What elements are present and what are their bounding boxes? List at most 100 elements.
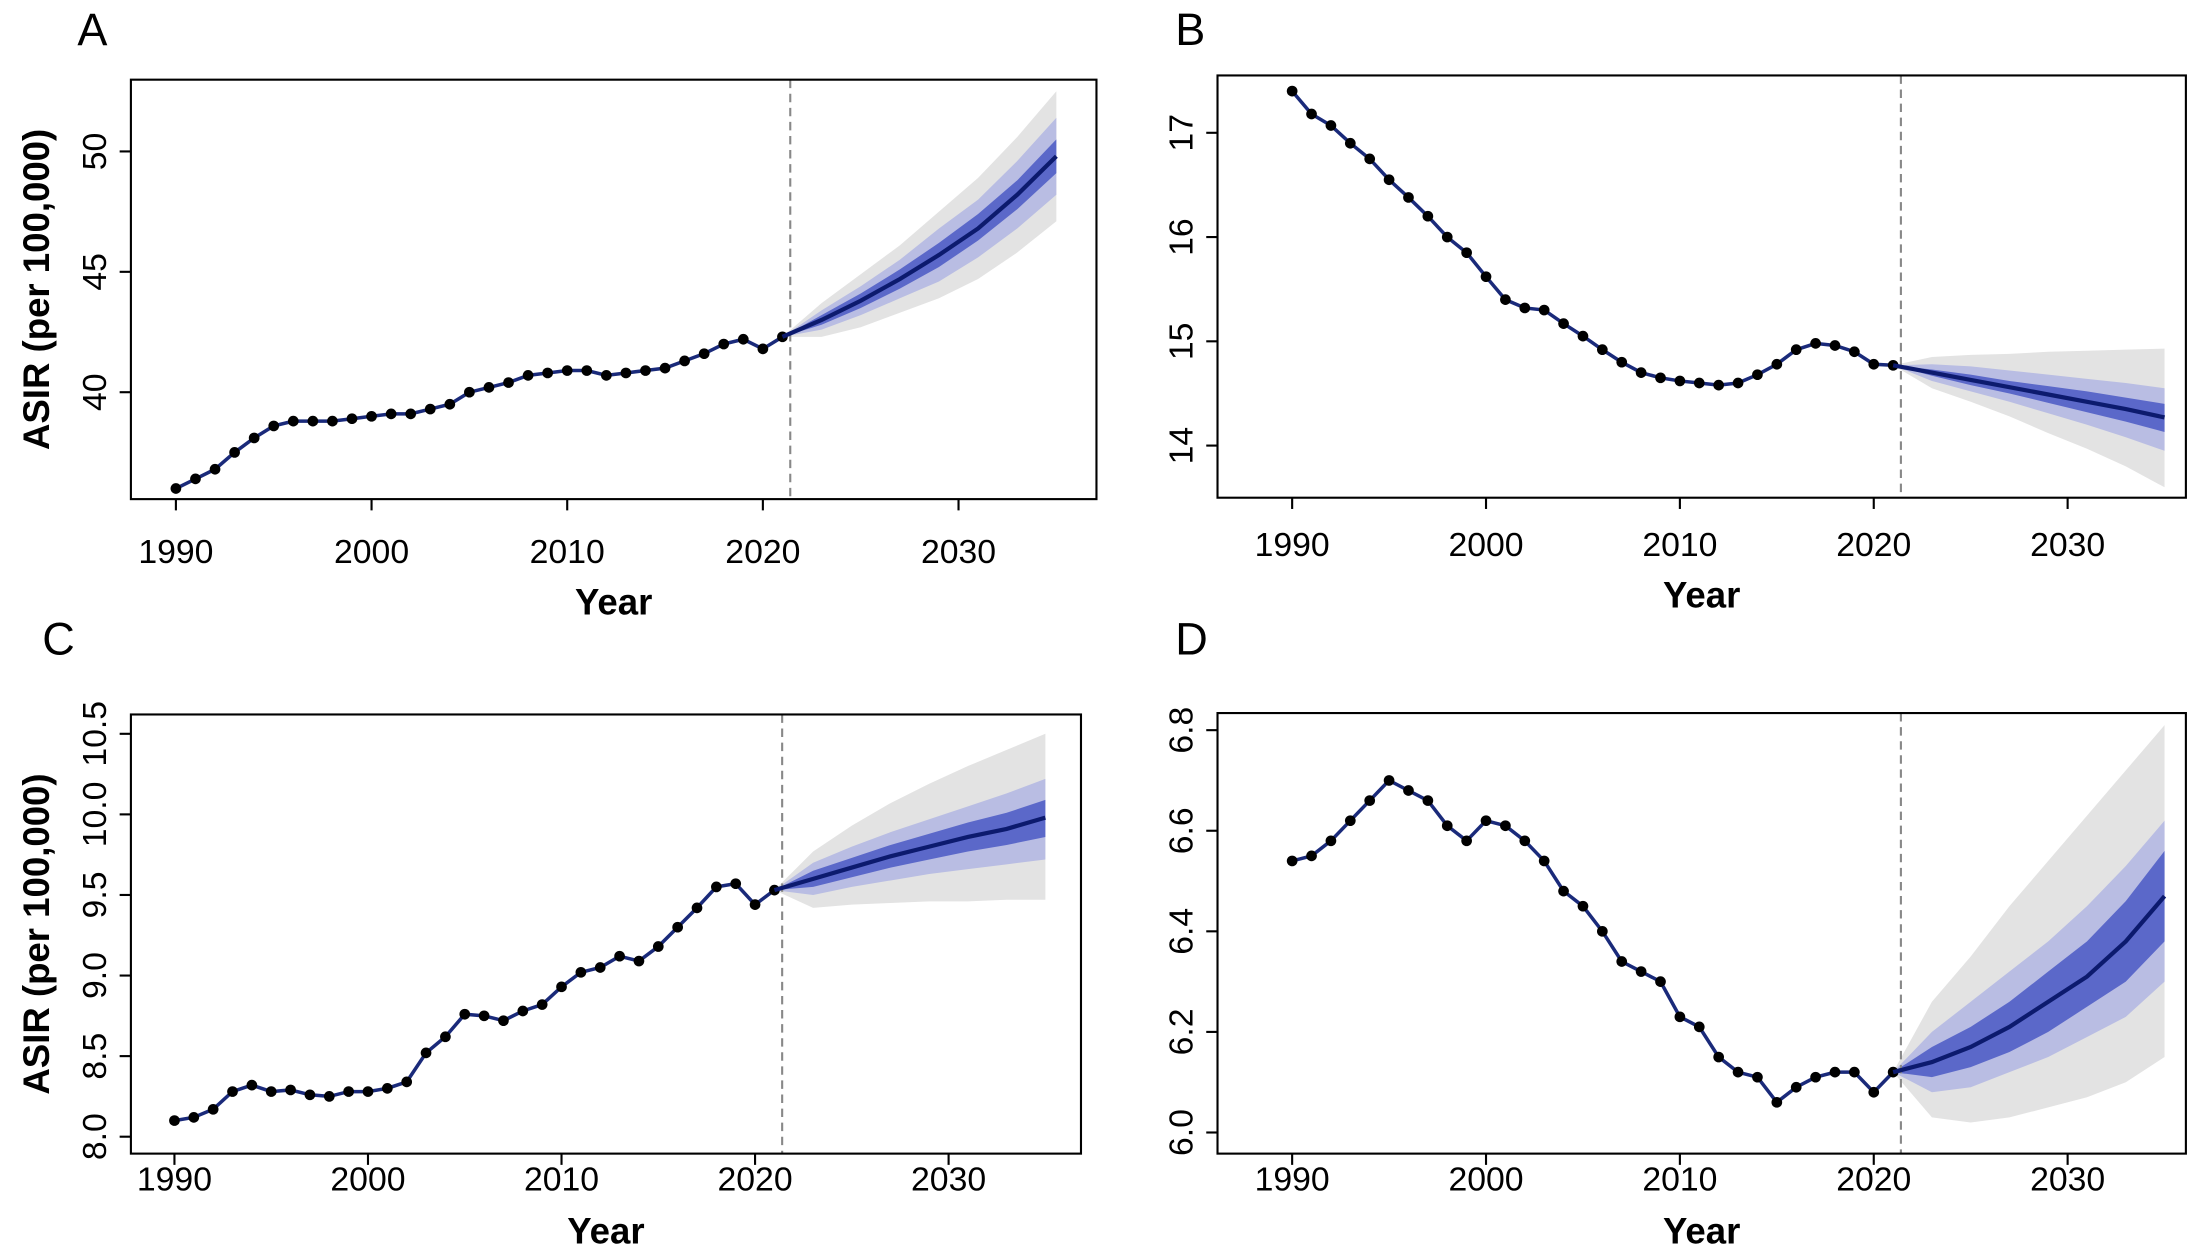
observed-point [1422,210,1434,222]
observed-point [385,408,397,420]
x-axis-label: Year [575,581,652,622]
observed-point [1325,120,1337,131]
observed-point [498,1015,509,1027]
x-tick-label: 2030 [2030,526,2105,564]
observed-point [1810,1071,1821,1083]
observed-point [1441,231,1453,243]
observed-point [1616,356,1628,368]
observed-point [1616,956,1628,967]
plot-frame [1216,74,2187,499]
y-tick-label: 6.4 [1163,908,1201,955]
x-tick-label: 2010 [524,1161,599,1199]
observed-point [287,415,299,427]
observed-point [633,955,645,967]
observed-point [1344,137,1356,149]
observed-point [1422,795,1434,806]
observed-point [248,432,260,444]
panel-label: D [1175,614,1208,665]
y-tick-label: 45 [76,253,114,291]
observed-point [323,1091,335,1102]
x-tick-label: 2000 [330,1161,405,1199]
observed-point [1655,372,1666,384]
observed-point [304,1089,316,1101]
observed-point [1713,1051,1725,1063]
observed-point [207,1103,219,1115]
y-tick-label: 9.5 [76,871,114,918]
observed-point [1655,976,1666,987]
observed-point [1461,835,1472,847]
observed-point [1849,1066,1860,1078]
y-tick-label: 10.5 [76,701,114,767]
observed-point [652,941,664,952]
observed-point [1383,174,1395,186]
x-tick-label: 2010 [1642,1161,1717,1199]
observed-point [1461,247,1472,259]
prediction-band [1893,365,2165,433]
observed-point [1868,1086,1880,1098]
observed-point [346,413,358,425]
observed-point [1849,346,1860,358]
observed-point [1286,85,1298,97]
x-tick-label: 2000 [1448,1161,1523,1199]
observed-point [1693,1021,1705,1033]
projection-line [1892,363,2166,420]
observed-point [542,367,553,379]
observed-point [1674,1011,1686,1023]
observed-point [1732,377,1744,389]
observed-point [757,343,769,355]
prediction-band [1893,364,2165,451]
x-tick-label: 2030 [921,533,996,571]
observed-point [1480,815,1492,827]
x-tick-label: 2020 [717,1161,792,1199]
observed-point [581,365,593,376]
observed-point [464,386,475,398]
observed-point [1577,330,1589,342]
observed-point [1500,294,1511,305]
observed-point [1596,344,1608,356]
x-tick-label: 1990 [137,1161,212,1199]
y-tick-label: 8.5 [76,1033,114,1080]
plot-frame [129,78,1098,501]
x-tick-label: 2020 [725,533,800,571]
y-tick-label: 14 [1163,427,1201,465]
observed-point [327,415,338,427]
observed-point [401,1076,413,1088]
observed-point [285,1084,296,1096]
observed-point [679,355,690,367]
observed-point [1596,925,1608,937]
observed-point [170,483,182,494]
observed-point [307,415,319,427]
x-tick-label: 2020 [1836,526,1911,564]
y-axis-label: ASIR (per 100,000) [16,129,57,450]
observed-point [381,1083,393,1094]
y-tick-label: 6.2 [1163,1008,1201,1055]
observed-point [1558,318,1569,329]
observed-point [1674,375,1686,387]
projection-line [773,815,1046,893]
observed-point [561,365,573,376]
observed-line [1290,89,1894,387]
y-tick-label: 17 [1163,114,1201,152]
observed-point [1635,966,1647,977]
observed-point [1790,1081,1802,1093]
observed-point [229,447,240,458]
observed-line [175,335,784,491]
x-tick-label: 1990 [138,533,213,571]
x-axis-label: Year [567,1211,644,1252]
observed-point [188,1112,200,1123]
observed-point [1344,815,1356,827]
plot-frame [129,713,1083,1155]
x-tick-label: 2030 [2030,1161,2105,1199]
observed-point [268,420,280,432]
observed-point [659,362,671,374]
observed-point [265,1086,277,1097]
observed-point [594,962,606,973]
observed-point [459,1008,471,1020]
observed-point [1519,302,1531,314]
prediction-band [774,799,1046,891]
observed-point [1790,344,1802,356]
observed-point [1713,379,1725,391]
x-tick-label: 2030 [911,1161,986,1199]
